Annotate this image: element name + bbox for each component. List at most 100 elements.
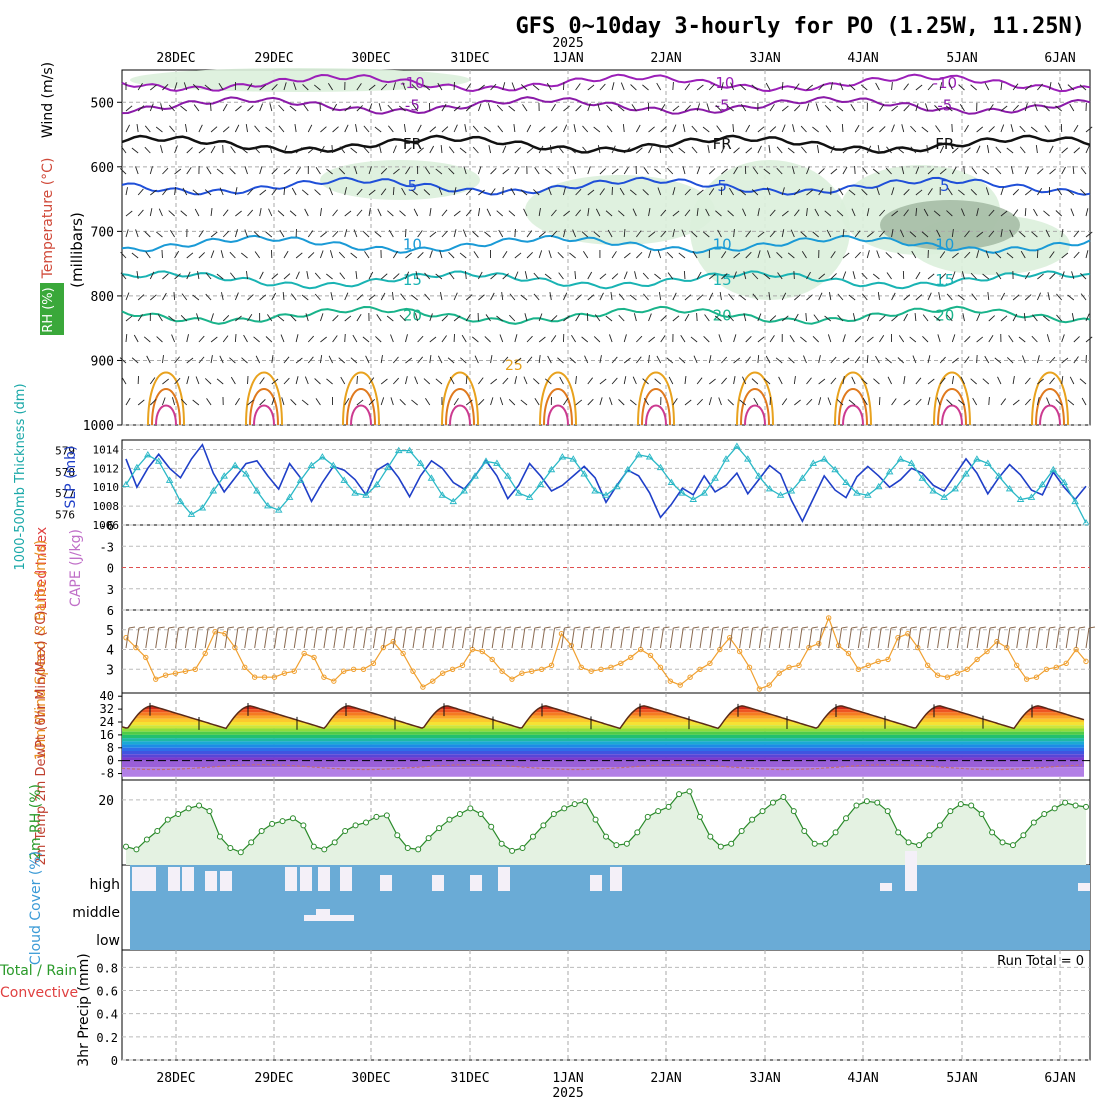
- wind-barb: [660, 126, 667, 133]
- wind-barb: [976, 126, 984, 133]
- wind-barb: [1008, 335, 1014, 343]
- rh-point: [1083, 803, 1089, 810]
- wind-speed-point: [449, 666, 456, 672]
- wind-barb: [448, 272, 455, 280]
- wind-barb: [216, 168, 224, 175]
- wind-barb: [438, 187, 443, 196]
- warm-isotherm-plume: [245, 371, 283, 426]
- wind-barb: [964, 124, 969, 133]
- wind-barb: [569, 357, 576, 364]
- wind-barb: [558, 146, 564, 154]
- y-tick-label: 24: [100, 715, 114, 729]
- wind-barb: [757, 126, 765, 133]
- wind-barb: [352, 334, 358, 343]
- wind-barb: [1036, 355, 1040, 364]
- wind-barb: [343, 627, 348, 649]
- wind-barb: [933, 315, 941, 322]
- wind-barb: [149, 208, 153, 217]
- wind-barb: [459, 252, 467, 259]
- wind-barb-flag: [960, 626, 967, 629]
- wind-barb: [812, 231, 819, 238]
- wind-barb: [1031, 231, 1038, 238]
- rh-shade-region: [690, 160, 850, 300]
- wind-barb: [1000, 229, 1003, 238]
- wind-speed-point: [499, 668, 505, 674]
- lifted-index-label: Lifted Index: [34, 527, 50, 609]
- wind-barb: [684, 376, 687, 385]
- wind-barb: [826, 229, 832, 238]
- wind-barb: [162, 355, 164, 364]
- isotherm-label: -10: [933, 74, 958, 92]
- wind-barb: [509, 314, 516, 322]
- wind-barb: [363, 627, 368, 649]
- temp-color-band: [122, 744, 1084, 748]
- wind-barb: [605, 210, 613, 217]
- wind-barb: [838, 627, 843, 649]
- wind-barb: [488, 145, 491, 154]
- wind-barb-flag: [673, 626, 680, 629]
- wind-barb: [897, 357, 905, 364]
- rh-point: [905, 839, 912, 846]
- wind-barb: [964, 147, 971, 154]
- wind-barb: [781, 315, 789, 322]
- wind-barb: [937, 334, 941, 343]
- wind-barb: [364, 251, 370, 259]
- rh-point: [477, 811, 484, 817]
- wind-barb: [453, 105, 461, 112]
- y-tick-label: 20: [98, 794, 114, 809]
- cloud-high-bar: [498, 867, 510, 891]
- warm-isotherm-plume: [1031, 371, 1069, 426]
- wind-barb: [392, 186, 395, 196]
- wind-barb: [684, 209, 691, 217]
- wind-barb: [1034, 103, 1038, 112]
- wind-barb: [168, 315, 175, 322]
- wind-barb: [763, 168, 771, 175]
- wind-barb: [959, 103, 965, 112]
- wind-barb: [453, 292, 458, 301]
- wind-barb: [120, 272, 127, 280]
- wind10m-panel: 345: [106, 615, 1096, 692]
- wind-barb: [210, 126, 218, 133]
- wind-barb: [705, 208, 710, 217]
- wind-barb: [206, 166, 212, 175]
- wind-barb: [594, 314, 601, 322]
- wind-barb: [636, 251, 643, 259]
- wind-barb: [319, 355, 323, 364]
- wind-barb: [210, 313, 214, 322]
- wind-barb: [572, 229, 577, 238]
- wind-barb: [648, 250, 652, 259]
- rh-point: [279, 818, 286, 825]
- wind-barb: [402, 627, 407, 649]
- cloud-high-bar: [205, 871, 217, 891]
- wind-barb: [757, 354, 760, 364]
- wind-barb: [259, 84, 267, 91]
- temp-color-band: [122, 725, 1084, 729]
- wind-barb: [137, 188, 144, 196]
- thickness-point: [514, 489, 523, 496]
- wind-barb: [958, 189, 965, 196]
- wind-barb: [196, 313, 200, 322]
- wind-barb: [168, 210, 175, 217]
- wind-barb: [247, 209, 254, 217]
- wind-barb: [825, 125, 832, 133]
- wind-barb: [837, 314, 844, 322]
- wind-barb: [696, 84, 704, 91]
- wind-barb-flag: [970, 626, 977, 629]
- wind-barb: [1006, 627, 1011, 649]
- wind-barb: [632, 376, 637, 385]
- wind-barb: [150, 189, 157, 196]
- rh-point: [989, 829, 996, 836]
- wind-barb: [339, 146, 346, 154]
- wind-barb: [131, 252, 139, 259]
- wind-barb: [401, 187, 406, 196]
- wind-speed-point: [370, 660, 377, 667]
- wind-barb: [827, 334, 832, 343]
- wind-barb: [332, 209, 338, 217]
- wind-barb: [210, 250, 215, 259]
- wind-barb: [866, 231, 874, 238]
- wind-barb: [137, 209, 144, 217]
- thickness-point: [165, 476, 174, 483]
- temp2m-label: 2m Temp 2m DewPt (6hr Min/Max) (°C): [34, 611, 49, 866]
- thickness-point: [874, 482, 883, 490]
- wind-barb: [587, 398, 594, 406]
